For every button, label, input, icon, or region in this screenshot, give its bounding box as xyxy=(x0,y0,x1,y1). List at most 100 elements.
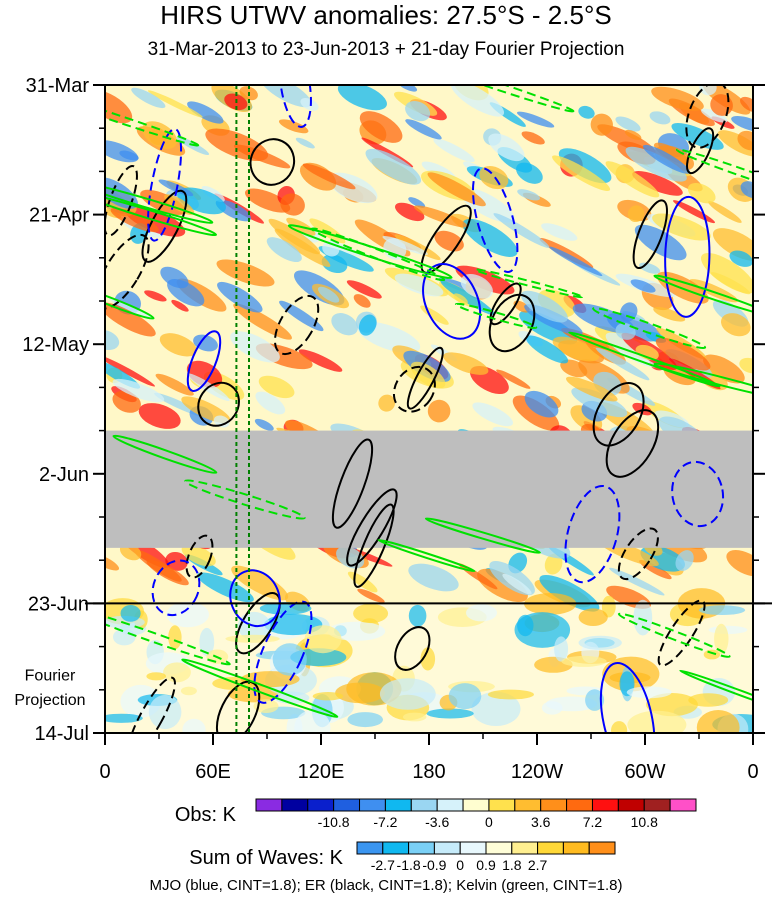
projection-anomaly-patch xyxy=(626,686,672,699)
obs-anomaly-patch xyxy=(632,171,683,196)
mjo-contour xyxy=(599,661,656,733)
obs-anomaly-patch xyxy=(231,565,289,601)
obs-anomaly-patch xyxy=(634,224,687,261)
er-contour xyxy=(605,409,660,478)
x-tick-label: 0 xyxy=(99,761,110,783)
projection-anomaly-patch xyxy=(708,625,748,635)
obs-anomaly-patch xyxy=(260,85,312,108)
er-contour xyxy=(353,503,395,588)
obs-colorbar-swatch xyxy=(566,798,593,812)
obs-anomaly-patch xyxy=(450,85,505,117)
obs-anomaly-patch xyxy=(440,280,495,316)
obs-anomaly-patch xyxy=(410,361,446,389)
obs-anomaly-patch xyxy=(699,85,717,96)
y-tick-label: 12-May xyxy=(22,334,89,356)
obs-anomaly-patch xyxy=(443,352,489,375)
obs-colorbar-tick-label: 3.6 xyxy=(531,814,551,830)
mjo-contour xyxy=(564,484,621,584)
obs-anomaly-patch xyxy=(462,218,518,257)
obs-anomaly-patch xyxy=(558,148,612,184)
projection-anomaly-patch xyxy=(166,601,209,628)
mjo-contour xyxy=(147,127,183,242)
obs-anomaly-patch xyxy=(524,390,559,418)
projection-anomaly-patch xyxy=(146,672,166,681)
er-contour xyxy=(686,127,715,175)
projection-anomaly-patch xyxy=(627,710,687,733)
waves-colorbar-tick-label: 1.8 xyxy=(502,857,522,873)
er-contour xyxy=(273,294,320,356)
kelvin-contour xyxy=(416,85,575,113)
projection-anomaly-patch xyxy=(304,625,342,654)
obs-anomaly-patch xyxy=(110,207,159,233)
obs-anomaly-patch xyxy=(578,105,595,119)
mjo-contour xyxy=(664,195,711,318)
obs-colorbar-tick-label: 7.2 xyxy=(583,814,603,830)
obs-anomaly-patch xyxy=(321,254,348,274)
obs-anomaly-patch xyxy=(359,111,403,143)
obs-anomaly-patch xyxy=(595,347,650,381)
obs-anomaly-patch xyxy=(105,302,156,337)
obs-colorbar-swatch xyxy=(591,798,619,812)
projection-anomaly-patch xyxy=(578,608,608,626)
obs-anomaly-patch xyxy=(520,290,568,323)
obs-anomaly-patch xyxy=(453,293,468,305)
obs-anomaly-patch xyxy=(496,369,531,389)
obs-anomaly-patch xyxy=(230,331,280,363)
obs-anomaly-patch xyxy=(479,166,509,190)
er-contour xyxy=(331,438,374,529)
obs-anomaly-patch xyxy=(433,138,475,163)
projection-anomaly-patch xyxy=(182,718,206,733)
kelvin-contour xyxy=(105,92,200,147)
mjo-contour xyxy=(229,569,281,628)
kelvin-contour xyxy=(424,517,541,554)
obs-anomaly-patch xyxy=(609,567,665,596)
projection-anomaly-patch xyxy=(120,605,141,622)
kelvin-contour xyxy=(617,612,731,658)
obs-colorbar-swatch xyxy=(462,798,490,812)
obs-anomaly-patch xyxy=(213,415,230,428)
projection-anomaly-patch xyxy=(448,683,482,710)
er-contour xyxy=(346,488,398,567)
obs-anomaly-patch xyxy=(502,573,532,595)
waves-colorbar-tick-label: 0 xyxy=(456,857,464,873)
kelvin-contour xyxy=(105,284,155,320)
mjo-contour xyxy=(278,85,312,128)
projection-anomaly-patch xyxy=(561,655,607,667)
projection-anomaly-patch xyxy=(105,713,143,723)
projection-anomaly-patch xyxy=(113,628,136,646)
obs-colorbar-swatch xyxy=(643,798,671,812)
er-contour xyxy=(488,293,536,353)
obs-anomaly-patch xyxy=(254,418,274,431)
obs-colorbar-swatch xyxy=(488,798,516,812)
obs-anomaly-patch xyxy=(549,246,603,277)
obs-colorbar-tick-label: 0 xyxy=(485,814,493,830)
obs-anomaly-patch xyxy=(140,189,186,216)
mjo-contour xyxy=(151,559,201,617)
er-contour xyxy=(197,381,240,427)
projection-anomaly-patch xyxy=(347,712,384,728)
missing-data-band xyxy=(105,430,753,548)
obs-anomaly-patch xyxy=(382,235,428,256)
projection-anomaly-patch xyxy=(426,708,474,719)
obs-colorbar-swatch xyxy=(540,798,568,812)
x-tick-label: 120W xyxy=(511,761,563,783)
obs-anomaly-patch xyxy=(244,188,291,213)
x-tick-label: 60W xyxy=(624,761,665,783)
waves-colorbar-label: Sum of Waves: K xyxy=(189,847,343,869)
obs-anomaly-patch xyxy=(630,279,656,293)
obs-colorbar-swatch xyxy=(410,798,438,812)
obs-colorbar-swatch xyxy=(384,798,412,812)
projection-anomaly-patch xyxy=(353,603,389,624)
obs-anomaly-patch xyxy=(653,307,686,322)
obs-anomaly-patch xyxy=(217,281,263,313)
obs-anomaly-patch xyxy=(353,294,371,308)
y-tick-label: 21-Apr xyxy=(29,205,89,227)
obs-anomaly-patch xyxy=(378,394,396,412)
projection-anomaly-patch xyxy=(578,635,622,650)
er-contour xyxy=(394,626,431,671)
x-tick-label: 180 xyxy=(412,761,445,783)
obs-anomaly-patch xyxy=(112,378,165,403)
obs-anomaly-patch xyxy=(278,119,309,134)
obs-colorbar-tick-label: 10.8 xyxy=(631,814,658,830)
waves-colorbar-swatch xyxy=(588,841,616,855)
